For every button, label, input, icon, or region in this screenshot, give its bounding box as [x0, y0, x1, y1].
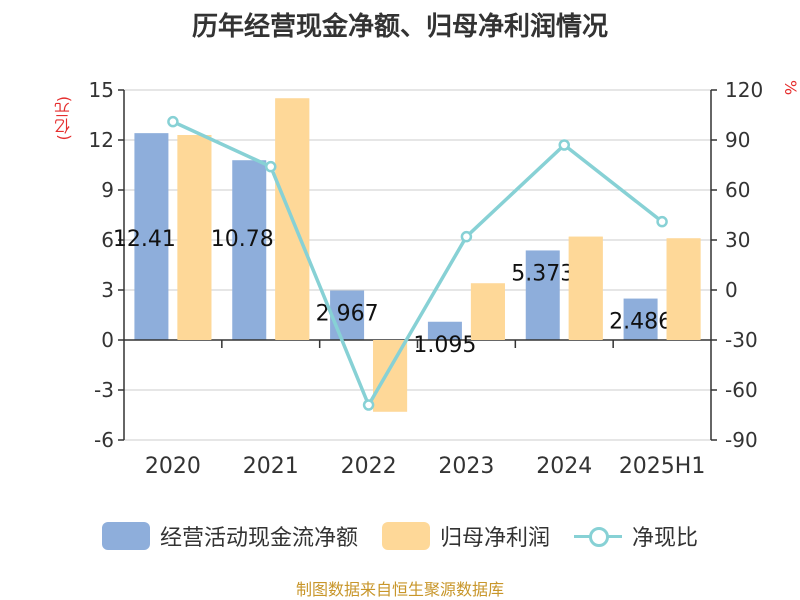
right-tick-label: -30	[725, 328, 758, 352]
right-tick-label: -90	[725, 428, 758, 452]
left-tick-label: -6	[94, 428, 114, 452]
data-label-cash: 5.373	[511, 261, 574, 286]
chart-title: 历年经营现金净额、归母净利润情况	[191, 12, 608, 42]
data-label-cash: 1.095	[413, 333, 476, 358]
ratio-point	[558, 139, 570, 151]
left-tick-label: -3	[94, 378, 114, 402]
ratio-point	[265, 160, 277, 173]
right-tick-label: 30	[725, 228, 750, 252]
right-tick-label: 60	[725, 178, 750, 202]
bar-cash	[134, 133, 169, 340]
category-label: 2021	[243, 454, 299, 479]
legend: 经营活动现金流净额 归母净利润 净现比	[0, 518, 800, 554]
legend-label-ratio: 净现比	[632, 526, 699, 551]
bar-cash	[623, 298, 658, 340]
data-label-cash: 10.787	[211, 227, 288, 252]
category-label: 2025H1	[619, 454, 706, 479]
category-label: 2023	[438, 454, 494, 479]
left-tick-label: 3	[101, 278, 114, 302]
category-label: 2024	[536, 454, 592, 479]
left-tick-label: 15	[89, 78, 114, 102]
right-tick-label: 90	[725, 128, 750, 152]
right-tick-label: 120	[725, 78, 763, 102]
ratio-point	[167, 115, 179, 128]
legend-item-cash[interactable]: 经营活动现金流净额	[101, 520, 358, 552]
ratio-point	[460, 230, 473, 243]
bar-profit-overlay	[568, 236, 603, 340]
legend-swatch-cash	[101, 522, 150, 550]
ratio-point	[362, 399, 375, 411]
legend-item-profit[interactable]: 归母净利润	[381, 520, 550, 552]
left-tick-label: 9	[101, 178, 114, 202]
right-tick-label: 0	[725, 278, 738, 302]
bar-profit-overlay	[470, 283, 505, 340]
bar-cash	[232, 160, 267, 340]
legend-label-profit: 归母净利润	[439, 526, 550, 551]
legend-swatch-profit	[381, 522, 430, 550]
bar-cash	[330, 290, 365, 340]
legend-label-cash: 经营活动现金流净额	[159, 526, 358, 551]
category-label: 2020	[145, 454, 201, 479]
left-tick-label: 0	[101, 328, 114, 352]
ratio-line	[172, 120, 664, 407]
source-note: 制图数据来自恒生聚源数据库	[295, 580, 504, 599]
left-tick-label: 6	[101, 228, 114, 252]
data-label-cash: 12.411	[113, 227, 190, 252]
data-label-cash: 2.486	[609, 310, 672, 335]
ratio-point	[656, 215, 668, 228]
right-axis-unit: %	[781, 80, 800, 96]
category-label: 2022	[341, 454, 397, 479]
bar-cash	[427, 321, 462, 340]
bar-cash	[525, 250, 560, 340]
right-tick-label: -60	[725, 378, 758, 402]
legend-swatch-ratio	[574, 522, 622, 550]
bar-profit-overlay	[177, 135, 212, 340]
legend-item-ratio[interactable]: 净现比	[574, 520, 698, 552]
bar-profit-overlay	[666, 238, 701, 340]
data-label-cash: 2.967	[316, 302, 379, 327]
left-tick-label: 12	[89, 128, 114, 152]
